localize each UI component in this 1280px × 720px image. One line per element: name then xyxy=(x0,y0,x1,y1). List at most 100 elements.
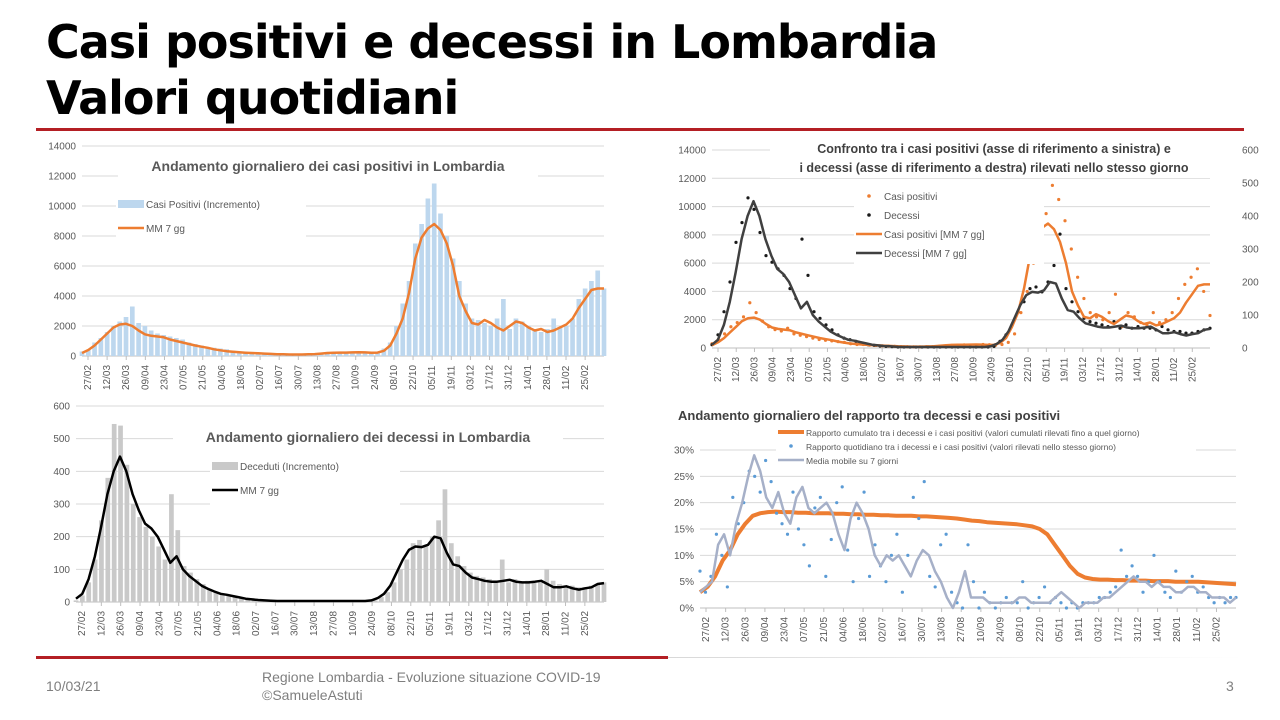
scatter-point xyxy=(1097,595,1101,600)
x-tick-label: 14/01 xyxy=(523,365,534,390)
scatter-point xyxy=(1037,595,1041,600)
x-tick-label: 25/02 xyxy=(1211,617,1222,642)
scatter-point xyxy=(748,301,752,305)
bar xyxy=(582,587,588,602)
legend-label: Media mobile su 7 giorni xyxy=(806,456,898,466)
y2-tick-label: 200 xyxy=(1242,278,1259,289)
scatter-point xyxy=(928,574,932,578)
x-tick-label: 07/05 xyxy=(174,611,185,636)
scatter-point xyxy=(1135,574,1140,578)
bar xyxy=(117,321,123,356)
bar xyxy=(550,580,556,602)
scatter-point xyxy=(796,527,801,531)
scatter-point xyxy=(917,516,921,521)
bar xyxy=(525,580,531,602)
scatter-point xyxy=(1208,313,1212,318)
y-tick-label: 200 xyxy=(53,532,70,543)
x-tick-label: 27/02 xyxy=(701,617,712,642)
x-tick-label: 07/05 xyxy=(804,357,815,382)
bar xyxy=(488,326,494,356)
y-tick-label: 500 xyxy=(53,434,70,445)
bar xyxy=(463,303,468,356)
bar xyxy=(79,351,85,356)
scatter-point xyxy=(835,501,839,505)
bar xyxy=(356,352,362,356)
title-background xyxy=(173,426,563,448)
x-tick-label: 18/06 xyxy=(232,611,243,636)
bar xyxy=(563,326,569,356)
bar xyxy=(387,342,393,356)
chart-title: Andamento giornaliero dei casi positivi … xyxy=(151,158,504,174)
x-tick-label: 07/05 xyxy=(179,365,190,390)
y-tick-label: 12000 xyxy=(678,174,706,185)
x-tick-label: 22/10 xyxy=(1023,357,1034,382)
x-tick-label: 21/05 xyxy=(198,365,209,390)
scatter-point xyxy=(1189,275,1193,279)
x-tick-label: 27/02 xyxy=(77,611,88,636)
bar xyxy=(501,299,506,356)
scatter-point xyxy=(1190,574,1194,578)
bar xyxy=(417,539,422,602)
scatter-point xyxy=(758,490,762,494)
scatter-point xyxy=(1114,585,1118,589)
x-tick-label: 14/01 xyxy=(522,611,533,636)
y-tick-label: 14000 xyxy=(678,146,706,157)
scatter-point xyxy=(1088,311,1092,315)
x-tick-label: 30/07 xyxy=(914,357,925,382)
series-line xyxy=(81,222,604,356)
x-tick-label: 18/06 xyxy=(858,617,869,642)
y2-tick-label: 400 xyxy=(1242,212,1259,223)
scatter-point xyxy=(895,532,899,536)
scatter-point xyxy=(1021,580,1025,584)
x-tick-label: 16/07 xyxy=(270,611,281,636)
legend-swatch-bar xyxy=(212,462,238,470)
scatter-point xyxy=(857,516,861,521)
scatter-point xyxy=(1015,601,1019,605)
scatter-point xyxy=(1168,595,1172,600)
y2-tick-label: 500 xyxy=(1242,179,1259,190)
y-tick-label: 10% xyxy=(674,551,694,562)
y-tick-label: 30% xyxy=(674,446,694,457)
y-tick-label: 100 xyxy=(53,565,70,576)
bar xyxy=(99,520,104,602)
x-tick-label: 03/12 xyxy=(1094,617,1105,642)
bar xyxy=(105,477,111,602)
scatter-point xyxy=(1119,548,1123,552)
scatter-point xyxy=(862,490,866,494)
bar xyxy=(199,345,204,356)
bar xyxy=(136,323,141,356)
x-tick-label: 04/06 xyxy=(841,357,852,382)
bar xyxy=(362,352,368,356)
x-tick-label: 26/03 xyxy=(116,611,127,636)
bar xyxy=(450,258,456,356)
bar xyxy=(230,350,236,356)
bar xyxy=(400,303,406,356)
x-tick-label: 12/03 xyxy=(96,611,107,636)
chart-title-line2: i decessi (asse di riferimento a destra)… xyxy=(799,161,1188,175)
title-background xyxy=(770,138,1210,178)
scatter-point xyxy=(734,240,738,244)
scatter-point xyxy=(1163,590,1167,594)
scatter-point xyxy=(791,490,795,494)
bar xyxy=(576,299,582,356)
x-tick-label: 18/06 xyxy=(236,365,247,390)
bar xyxy=(601,582,607,602)
bar xyxy=(538,582,543,602)
scatter-point xyxy=(911,495,915,499)
bar xyxy=(506,582,511,602)
x-tick-label: 28/01 xyxy=(1151,357,1162,382)
x-tick-label: 30/07 xyxy=(917,617,928,642)
x-tick-label: 18/06 xyxy=(859,357,870,382)
scatter-point xyxy=(1064,287,1068,291)
bar xyxy=(143,526,149,602)
scatter-point xyxy=(1052,263,1056,268)
x-tick-label: 26/03 xyxy=(749,357,760,382)
x-tick-label: 14/01 xyxy=(1133,357,1144,382)
scatter-point xyxy=(1044,212,1048,216)
scatter-point xyxy=(829,537,833,542)
x-tick-label: 10/09 xyxy=(968,357,979,382)
bar xyxy=(412,243,418,356)
bar xyxy=(519,321,525,356)
bar xyxy=(381,348,387,356)
series-line xyxy=(75,455,605,603)
